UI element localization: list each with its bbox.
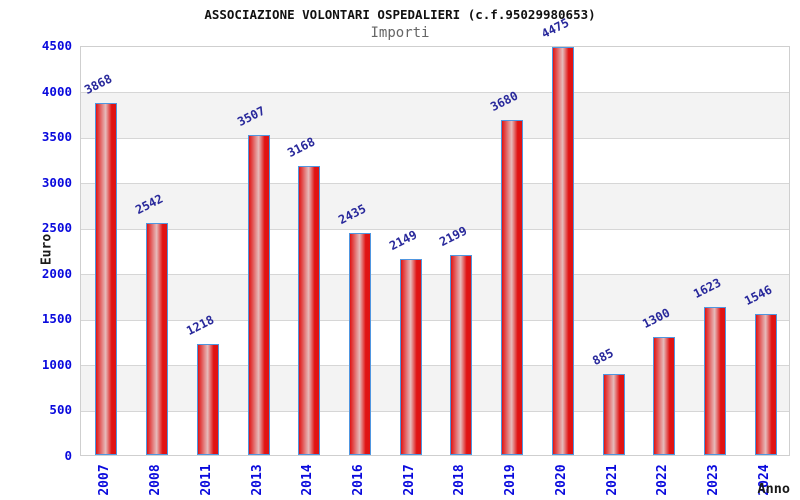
y-tick-label: 1000 [41,356,72,372]
y-tick-label: 4500 [41,38,72,53]
bar [399,259,422,455]
bar [703,307,726,455]
gridline [81,410,789,412]
x-tick-label: 2016 [350,464,366,496]
x-tick-label: 2017 [401,464,417,496]
x-tick-label: 2019 [503,464,519,496]
x-tick-label: 2018 [452,464,468,496]
x-tick-label: 2014 [300,464,316,496]
bar [653,336,676,455]
y-tick-label: 0 [64,448,72,463]
x-tick-label: 2020 [553,464,569,496]
gridline [81,319,789,321]
gridline [81,228,789,230]
y-tick-label: 2000 [41,265,72,281]
grid-band [81,183,789,230]
bar [298,166,321,455]
x-tick-label: 2021 [604,464,620,496]
y-tick-label: 500 [49,402,72,418]
bar [602,374,625,455]
x-tick-label: 2008 [148,464,164,496]
y-tick-label: 3000 [41,174,72,190]
y-tick-label: 4000 [41,83,72,99]
grid-band [81,274,789,321]
bar [551,47,574,455]
bar [754,314,777,455]
chart-subtitle: Importi [370,25,430,41]
bar [450,254,473,455]
gridline [81,365,789,367]
y-tick-label: 2500 [41,220,72,236]
grid-band [81,365,789,412]
x-tick-label: 2011 [198,464,214,496]
bar [196,344,219,455]
plot-area [80,46,790,456]
gridline [81,274,789,276]
bar [501,119,524,455]
chart-title: ASSOCIAZIONE VOLONTARI OSPEDALIERI (c.f.… [204,7,596,22]
gridline [81,183,789,185]
x-tick-label: 2023 [705,464,721,496]
y-axis-title: Euro [39,233,55,266]
bar [95,102,118,455]
bar [146,223,169,455]
x-tick-label: 2013 [249,464,265,496]
bar [348,233,371,455]
x-tick-label: 2007 [97,464,113,496]
y-tick-label: 1500 [41,311,72,327]
x-axis-title: Anno [757,481,790,497]
y-tick-label: 3500 [41,129,72,145]
gridline [81,92,789,94]
bar [247,135,270,455]
x-tick-label: 2022 [655,464,671,496]
grid-band [81,92,789,139]
gridline [81,137,789,139]
